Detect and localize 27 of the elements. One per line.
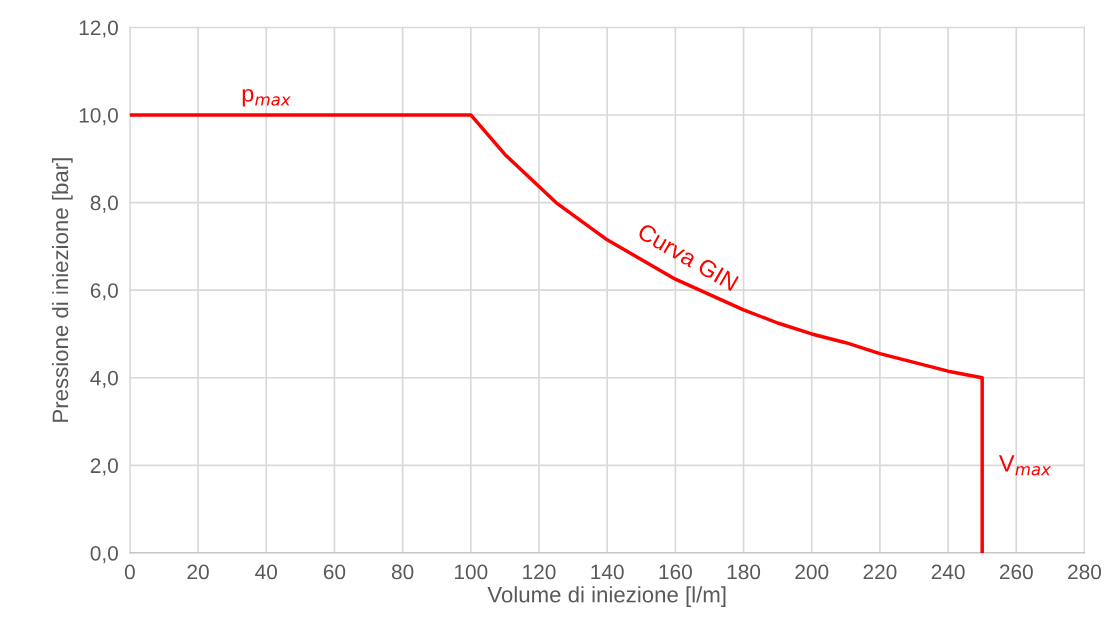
x-tick-label: 240: [931, 564, 965, 580]
x-axis-title: Volume di iniezione [l/m]: [487, 586, 726, 607]
line-series: [129, 113, 984, 553]
y-tick-label: 6,0: [90, 283, 118, 301]
x-tick-label: 100: [455, 564, 488, 580]
annotation: V$_{max}$: [998, 455, 1051, 476]
x-tick-label: 280: [1068, 564, 1102, 580]
annotation: p$_{max}$: [242, 88, 291, 107]
y-axis-title: Pressione di iniezione [bar]: [51, 158, 73, 422]
x-tick-label: 260: [999, 564, 1033, 580]
x-tick-label: 140: [591, 564, 624, 580]
x-tick-label: 200: [795, 564, 829, 580]
x-tick-label: 40: [255, 564, 278, 580]
x-tick-label: 60: [323, 564, 346, 580]
x-tick-label: 20: [187, 564, 209, 580]
y-tick-label: 2,0: [90, 458, 118, 476]
y-tick-label: 8,0: [90, 195, 118, 213]
x-tick-label: 80: [391, 564, 414, 580]
x-tick-label: 220: [863, 564, 897, 580]
y-tick-label: 4,0: [90, 370, 118, 388]
x-tick-label: 120: [523, 564, 556, 580]
x-tick-label: 180: [727, 564, 761, 580]
y-tick-label: 0,0: [90, 545, 118, 564]
x-tick-label: 0: [124, 564, 135, 580]
y-tick-label: 10,0: [79, 107, 118, 126]
x-tick-label: 160: [659, 564, 692, 580]
y-tick-label: 12,0: [79, 20, 118, 38]
